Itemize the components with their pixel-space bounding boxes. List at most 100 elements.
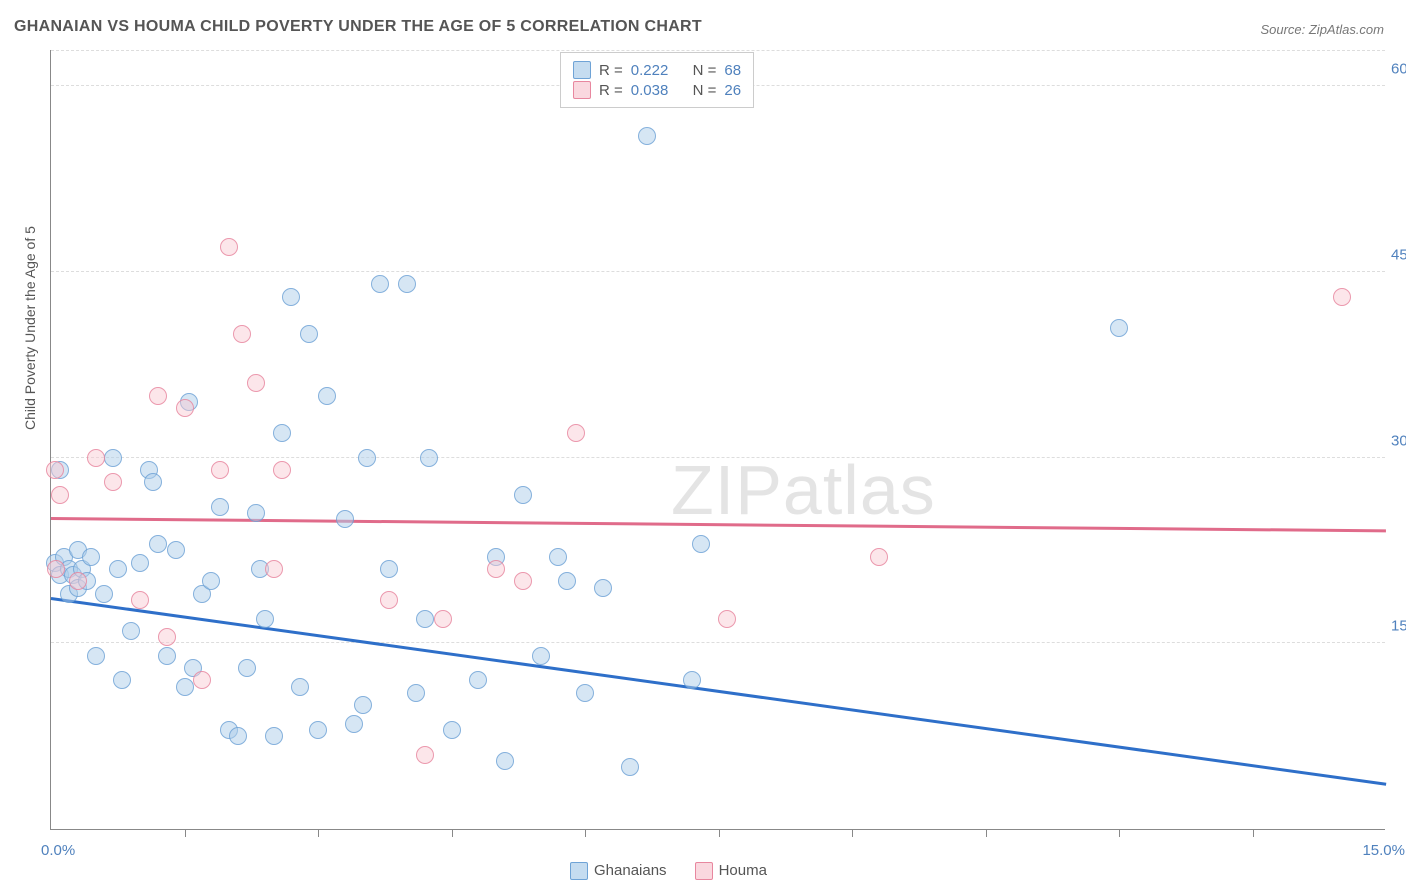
n-value-houma: 26 xyxy=(724,82,741,99)
data-point-ghanaians xyxy=(576,684,594,702)
data-point-ghanaians xyxy=(282,288,300,306)
legend-label-ghanaians: Ghanaians xyxy=(594,862,667,879)
data-point-ghanaians xyxy=(211,498,229,516)
data-point-ghanaians xyxy=(683,671,701,689)
data-point-houma xyxy=(514,572,532,590)
data-point-ghanaians xyxy=(122,622,140,640)
data-point-houma xyxy=(193,671,211,689)
gridline xyxy=(51,271,1385,272)
x-tick xyxy=(986,829,987,837)
trend-line-ghanaians xyxy=(51,597,1386,785)
data-point-houma xyxy=(149,387,167,405)
data-point-ghanaians xyxy=(144,473,162,491)
data-point-ghanaians xyxy=(82,548,100,566)
x-tick-label: 0.0% xyxy=(41,842,75,859)
correlation-legend: R = 0.222 N = 68 R = 0.038 N = 26 xyxy=(560,52,754,108)
legend-label-houma: Houma xyxy=(719,862,767,879)
data-point-houma xyxy=(158,628,176,646)
data-point-houma xyxy=(47,560,65,578)
plot-area: ZIPatlas 15.0%30.0%45.0%60.0%0.0%15.0% xyxy=(50,50,1385,830)
data-point-ghanaians xyxy=(358,449,376,467)
data-point-houma xyxy=(273,461,291,479)
source-attribution: Source: ZipAtlas.com xyxy=(1260,22,1384,37)
data-point-ghanaians xyxy=(692,535,710,553)
x-tick xyxy=(1119,829,1120,837)
data-point-ghanaians xyxy=(95,585,113,603)
swatch-blue-icon xyxy=(573,61,591,79)
data-point-houma xyxy=(416,746,434,764)
data-point-ghanaians xyxy=(113,671,131,689)
data-point-houma xyxy=(487,560,505,578)
data-point-houma xyxy=(870,548,888,566)
data-point-houma xyxy=(380,591,398,609)
y-tick-label: 15.0% xyxy=(1391,618,1406,635)
data-point-ghanaians xyxy=(380,560,398,578)
data-point-ghanaians xyxy=(514,486,532,504)
data-point-houma xyxy=(434,610,452,628)
data-point-ghanaians xyxy=(1110,319,1128,337)
data-point-ghanaians xyxy=(558,572,576,590)
data-point-houma xyxy=(69,572,87,590)
watermark: ZIPatlas xyxy=(671,450,936,530)
data-point-ghanaians xyxy=(345,715,363,733)
data-point-ghanaians xyxy=(532,647,550,665)
swatch-pink-icon xyxy=(695,862,713,880)
data-point-ghanaians xyxy=(496,752,514,770)
data-point-houma xyxy=(211,461,229,479)
data-point-ghanaians xyxy=(238,659,256,677)
series-legend: Ghanaians Houma xyxy=(570,862,767,880)
data-point-ghanaians xyxy=(336,510,354,528)
data-point-ghanaians xyxy=(420,449,438,467)
data-point-ghanaians xyxy=(354,696,372,714)
data-point-houma xyxy=(131,591,149,609)
data-point-ghanaians xyxy=(443,721,461,739)
legend-item-ghanaians: Ghanaians xyxy=(570,862,667,880)
data-point-ghanaians xyxy=(273,424,291,442)
data-point-houma xyxy=(220,238,238,256)
data-point-ghanaians xyxy=(104,449,122,467)
data-point-ghanaians xyxy=(109,560,127,578)
data-point-ghanaians xyxy=(149,535,167,553)
data-point-ghanaians xyxy=(416,610,434,628)
data-point-ghanaians xyxy=(247,504,265,522)
r-label: R = xyxy=(599,62,623,79)
data-point-ghanaians xyxy=(176,678,194,696)
swatch-blue-icon xyxy=(570,862,588,880)
data-point-houma xyxy=(104,473,122,491)
data-point-ghanaians xyxy=(407,684,425,702)
x-tick xyxy=(185,829,186,837)
y-axis-label: Child Poverty Under the Age of 5 xyxy=(22,226,38,430)
data-point-ghanaians xyxy=(256,610,274,628)
data-point-ghanaians xyxy=(300,325,318,343)
x-tick xyxy=(585,829,586,837)
data-point-ghanaians xyxy=(318,387,336,405)
x-tick xyxy=(1253,829,1254,837)
data-point-houma xyxy=(247,374,265,392)
source-link[interactable]: ZipAtlas.com xyxy=(1309,22,1384,37)
data-point-ghanaians xyxy=(202,572,220,590)
x-tick xyxy=(318,829,319,837)
legend-item-houma: Houma xyxy=(695,862,767,880)
x-tick xyxy=(852,829,853,837)
data-point-houma xyxy=(51,486,69,504)
data-point-houma xyxy=(87,449,105,467)
y-tick-label: 60.0% xyxy=(1391,61,1406,78)
gridline xyxy=(51,50,1385,51)
data-point-ghanaians xyxy=(131,554,149,572)
chart-container: GHANAIAN VS HOUMA CHILD POVERTY UNDER TH… xyxy=(0,0,1406,892)
n-label: N = xyxy=(693,62,717,79)
data-point-ghanaians xyxy=(309,721,327,739)
data-point-houma xyxy=(176,399,194,417)
data-point-ghanaians xyxy=(549,548,567,566)
data-point-ghanaians xyxy=(167,541,185,559)
r-label: R = xyxy=(599,82,623,99)
data-point-houma xyxy=(265,560,283,578)
data-point-ghanaians xyxy=(87,647,105,665)
data-point-ghanaians xyxy=(158,647,176,665)
data-point-ghanaians xyxy=(229,727,247,745)
n-value-ghanaians: 68 xyxy=(724,62,741,79)
data-point-houma xyxy=(718,610,736,628)
data-point-ghanaians xyxy=(291,678,309,696)
watermark-atlas: atlas xyxy=(783,451,936,529)
source-prefix: Source: xyxy=(1260,22,1308,37)
